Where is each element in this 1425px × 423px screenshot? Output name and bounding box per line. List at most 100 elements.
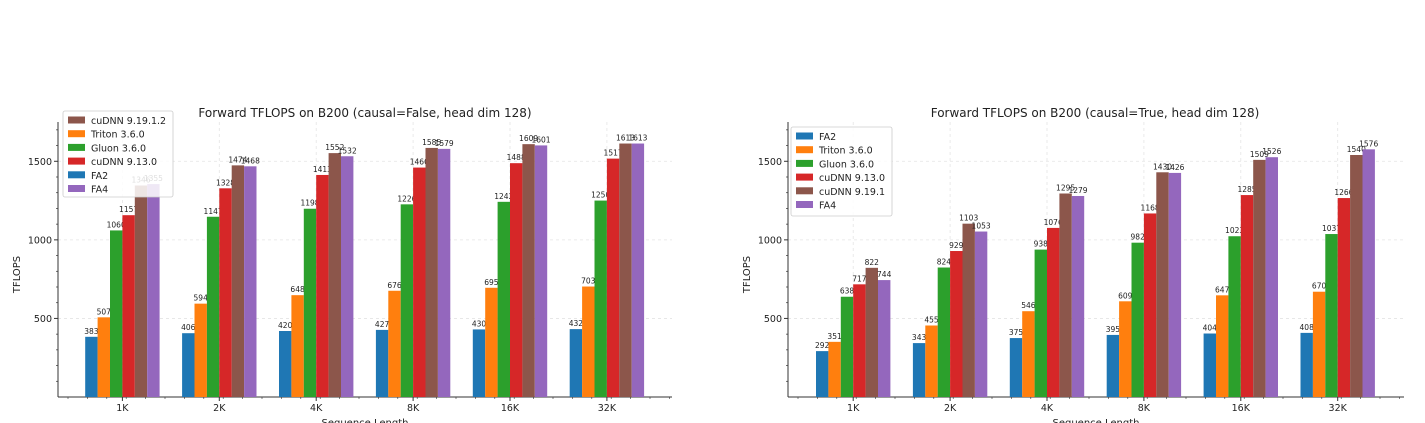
bar bbox=[1022, 311, 1035, 397]
data-label: 1601 bbox=[531, 135, 550, 144]
data-label: 1285 bbox=[1237, 185, 1256, 194]
bar bbox=[1265, 157, 1278, 397]
data-label: 432 bbox=[569, 319, 584, 328]
x-tick-label: 2K bbox=[944, 403, 957, 414]
bar bbox=[1143, 213, 1157, 397]
data-label: 824 bbox=[937, 258, 952, 267]
bar bbox=[472, 329, 486, 397]
bar bbox=[97, 317, 110, 397]
data-label: 1488 bbox=[507, 153, 526, 162]
legend-swatch bbox=[796, 159, 813, 167]
bar bbox=[1337, 198, 1351, 397]
bar bbox=[1034, 249, 1047, 397]
data-label: 404 bbox=[1203, 324, 1218, 333]
bar bbox=[594, 200, 607, 397]
data-label: 1426 bbox=[1165, 163, 1184, 172]
data-label: 1060 bbox=[107, 220, 126, 229]
legend-entry: Gluon 3.6.0 bbox=[91, 143, 146, 154]
legend-swatch bbox=[796, 187, 813, 195]
legend: FA2 Triton 3.6.0 Gluon 3.6.0 cuDNN 9.13.0 cu… bbox=[790, 126, 893, 217]
x-tick-label: 4K bbox=[1041, 403, 1054, 414]
legend-swatch bbox=[68, 157, 85, 165]
bar bbox=[316, 174, 329, 397]
legend-box bbox=[790, 126, 893, 217]
data-label: 292 bbox=[815, 341, 830, 350]
bar bbox=[147, 184, 160, 397]
bar bbox=[231, 165, 245, 397]
legend-entry: Triton 3.6.0 bbox=[90, 130, 145, 141]
data-label: 676 bbox=[387, 281, 402, 290]
legend-swatch bbox=[68, 130, 85, 138]
data-label: 383 bbox=[84, 327, 99, 336]
y-tick-label: 1000 bbox=[28, 235, 52, 246]
bar bbox=[1240, 195, 1254, 397]
bar bbox=[497, 201, 510, 397]
data-label: 420 bbox=[278, 321, 293, 330]
data-label: 594 bbox=[194, 294, 209, 303]
legend-entry: FA4 bbox=[819, 201, 836, 212]
data-label: 408 bbox=[1300, 323, 1315, 332]
bar bbox=[485, 287, 498, 397]
bar bbox=[437, 148, 451, 397]
data-label: 430 bbox=[472, 319, 487, 328]
data-label: 406 bbox=[181, 323, 196, 332]
bar bbox=[279, 331, 292, 397]
bar bbox=[1300, 332, 1313, 397]
bar bbox=[1047, 227, 1060, 397]
bar bbox=[1325, 234, 1338, 397]
bar bbox=[912, 343, 926, 397]
x-tick-label: 2K bbox=[213, 403, 226, 414]
y-tick-label: 1500 bbox=[758, 157, 782, 168]
y-tick-label: 500 bbox=[764, 314, 782, 325]
bar bbox=[828, 341, 841, 397]
data-label: 1295 bbox=[1056, 184, 1075, 193]
bar bbox=[1228, 236, 1241, 397]
y-axis-label: TFLOPS bbox=[742, 256, 753, 294]
bar bbox=[853, 284, 866, 397]
bar bbox=[134, 185, 148, 397]
x-tick-label: 8K bbox=[1138, 403, 1151, 414]
bar bbox=[569, 329, 583, 397]
data-label: 1023 bbox=[1225, 226, 1244, 235]
bar bbox=[865, 267, 878, 397]
x-axis-label: Sequence Length bbox=[322, 418, 409, 423]
data-label: 1279 bbox=[1068, 186, 1087, 195]
bar bbox=[1253, 159, 1266, 397]
legend-entry: FA2 bbox=[91, 171, 108, 182]
bar bbox=[534, 145, 548, 397]
data-label: 609 bbox=[1118, 291, 1133, 300]
data-label: 670 bbox=[1312, 282, 1327, 291]
bar bbox=[341, 156, 354, 397]
data-label: 929 bbox=[949, 241, 964, 250]
data-label: 717 bbox=[852, 274, 867, 283]
bar bbox=[303, 208, 317, 397]
bar bbox=[950, 251, 963, 397]
legend-swatch bbox=[68, 143, 85, 151]
data-label: 1266 bbox=[1334, 188, 1353, 197]
x-tick-label: 4K bbox=[310, 403, 323, 414]
legend-entry: FA2 bbox=[819, 132, 836, 143]
data-label: 1585 bbox=[422, 138, 441, 147]
bar bbox=[1059, 193, 1072, 397]
data-label: 1157 bbox=[119, 205, 138, 214]
data-label: 1579 bbox=[435, 139, 454, 148]
x-tick-label: 1K bbox=[116, 403, 129, 414]
legend-swatch bbox=[68, 171, 85, 179]
x-tick-label: 1K bbox=[847, 403, 860, 414]
bar bbox=[925, 325, 938, 397]
bar bbox=[582, 286, 595, 397]
data-label: 1168 bbox=[1141, 203, 1160, 212]
y-tick-label: 1500 bbox=[28, 157, 52, 168]
bar bbox=[878, 280, 891, 397]
data-label: 1053 bbox=[972, 222, 991, 231]
data-label: 1509 bbox=[1250, 150, 1269, 159]
data-label: 1613 bbox=[616, 134, 635, 143]
data-label: 638 bbox=[840, 287, 855, 296]
data-label: 1460 bbox=[410, 158, 429, 167]
data-label: 546 bbox=[1021, 301, 1036, 310]
chart-causal-true: 500 1000 1500 292 343 375 395 404 408 351 455 546 60… bbox=[742, 106, 1404, 423]
data-label: 1613 bbox=[628, 134, 647, 143]
bar bbox=[1362, 149, 1375, 397]
bar bbox=[606, 158, 620, 397]
bar bbox=[1203, 333, 1216, 397]
